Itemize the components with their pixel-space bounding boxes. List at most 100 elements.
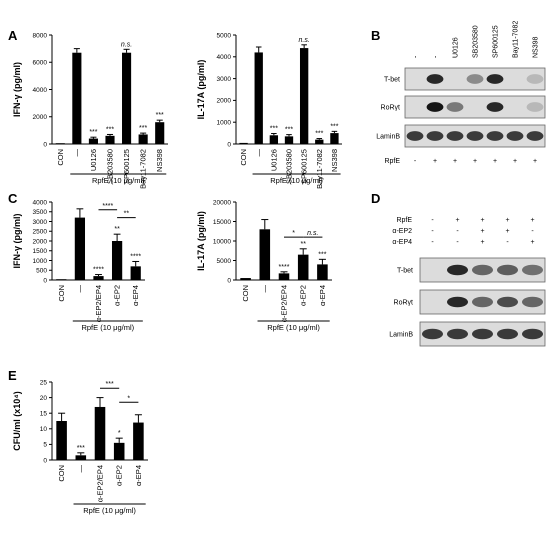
category-label: CON (239, 149, 248, 166)
category-label: — (254, 149, 263, 157)
blot-band (472, 264, 493, 276)
bar (330, 133, 339, 144)
treatment-mark: + (513, 158, 517, 165)
blot-band (526, 74, 544, 84)
y-tick-label: 4000 (217, 54, 232, 61)
category-label: α-EP2/EP4 (280, 285, 289, 322)
blot-row-label: RoRγt (381, 105, 401, 112)
x-axis-label: RpfE (10 μg/ml) (81, 323, 134, 332)
significance-label: **** (130, 253, 141, 260)
blot-lane-header: NS398 (533, 36, 540, 58)
blot-band (447, 296, 468, 308)
blot-row-label: RoRγt (394, 300, 414, 307)
comparison-label: *** (106, 381, 114, 388)
blot-band (472, 328, 493, 340)
y-tick-label: 0 (43, 457, 47, 464)
y-tick-label: 3000 (33, 219, 48, 226)
x-axis-label: RpfE (10 μg/ml) (270, 176, 323, 185)
bar (74, 217, 86, 280)
condition-mark: - (431, 228, 434, 235)
blot-band (486, 102, 504, 112)
condition-mark: - (431, 239, 434, 246)
comparison-label: * (292, 230, 295, 237)
bar (259, 229, 271, 280)
condition-mark: + (455, 217, 459, 224)
blot-d: T-bet RoRγt LaminB (389, 257, 546, 347)
bar (254, 52, 263, 144)
category-label: U0126 (269, 149, 278, 171)
y-tick-label: 1500 (33, 248, 48, 255)
blot-band (426, 102, 444, 112)
blot-lane-header: SB203580 (473, 25, 480, 58)
y-tick-label: 2000 (33, 114, 48, 121)
bar (239, 142, 248, 144)
condition-mark: + (530, 217, 534, 224)
chart-1: 0 1000 2000 3000 4000 5000 IL-17A (pg/ml) CON — *… (196, 32, 342, 189)
y-axis-label: IL-17A (pg/ml) (196, 211, 206, 271)
significance-label: *** (330, 123, 338, 130)
bar (75, 455, 87, 460)
treatment-mark: + (473, 158, 477, 165)
x-axis-label: RpfE (10 μg/ml) (267, 323, 320, 332)
blot-band (486, 131, 504, 141)
x-axis-label: RpfE (10 μg/ml) (92, 176, 145, 185)
y-axis-label: IFN-γ (pg/ml) (12, 214, 22, 269)
treatment-mark: + (493, 158, 497, 165)
blot-row-label: T-bet (384, 77, 400, 84)
blot-row-label: T-bet (397, 268, 413, 275)
blot-band (466, 74, 484, 84)
blot-band (522, 264, 543, 276)
condition-mark: - (456, 228, 459, 235)
condition-mark: + (505, 228, 509, 235)
y-tick-label: 6000 (33, 60, 48, 67)
blot-row-label: LaminB (389, 332, 413, 339)
significance-label: ** (300, 241, 306, 248)
bar (55, 143, 65, 144)
bar (299, 48, 309, 144)
comparison-label: n.s. (307, 230, 318, 237)
significance-label: **** (279, 264, 290, 271)
significance-label: *** (156, 112, 164, 119)
condition-mark: + (480, 228, 484, 235)
y-tick-label: 10000 (213, 238, 231, 245)
significance-label: **** (93, 267, 104, 274)
panel-label-a: A (8, 28, 18, 43)
blot-b: T-bet RoRγt LaminB (376, 67, 546, 148)
blot-b-headers: - - U0126 SB203580 SP600125 Bay11-7082 NS398 Rp… (384, 21, 539, 165)
bar (240, 278, 251, 280)
bar (269, 135, 279, 144)
y-tick-label: 4000 (33, 87, 48, 94)
category-label: SP600125 (300, 149, 309, 184)
blot-lane-header: - (433, 55, 440, 58)
blot-band (522, 328, 543, 340)
bar (111, 241, 123, 280)
y-tick-label: 1000 (33, 258, 48, 265)
bar (113, 442, 125, 460)
x-axis-label: RpfE (10 μg/ml) (83, 506, 136, 515)
category-label: α-EP4 (318, 285, 327, 306)
blot-band (497, 328, 518, 340)
condition-mark: + (530, 239, 534, 246)
blot-band (426, 131, 444, 141)
category-label: CON (56, 149, 65, 166)
significance-label: ** (114, 226, 120, 233)
condition-mark: + (480, 217, 484, 224)
comparison-label: **** (102, 203, 113, 210)
category-label: — (260, 285, 269, 293)
significance-label: *** (315, 131, 323, 138)
bar (133, 422, 144, 460)
significance-label: *** (77, 445, 85, 452)
comparison-label: ** (124, 211, 130, 218)
y-tick-label: 0 (227, 277, 231, 284)
category-label: CON (57, 465, 66, 482)
category-label: SB203580 (106, 149, 115, 184)
bar (93, 276, 104, 280)
bar (130, 266, 141, 280)
blot-band (447, 264, 468, 276)
significance-label: n.s. (298, 37, 309, 44)
category-label: Bay11-7082 (315, 149, 324, 189)
category-label: α-EP2/EP4 (96, 465, 105, 502)
category-label: SB203580 (285, 149, 294, 184)
bar (72, 52, 82, 144)
